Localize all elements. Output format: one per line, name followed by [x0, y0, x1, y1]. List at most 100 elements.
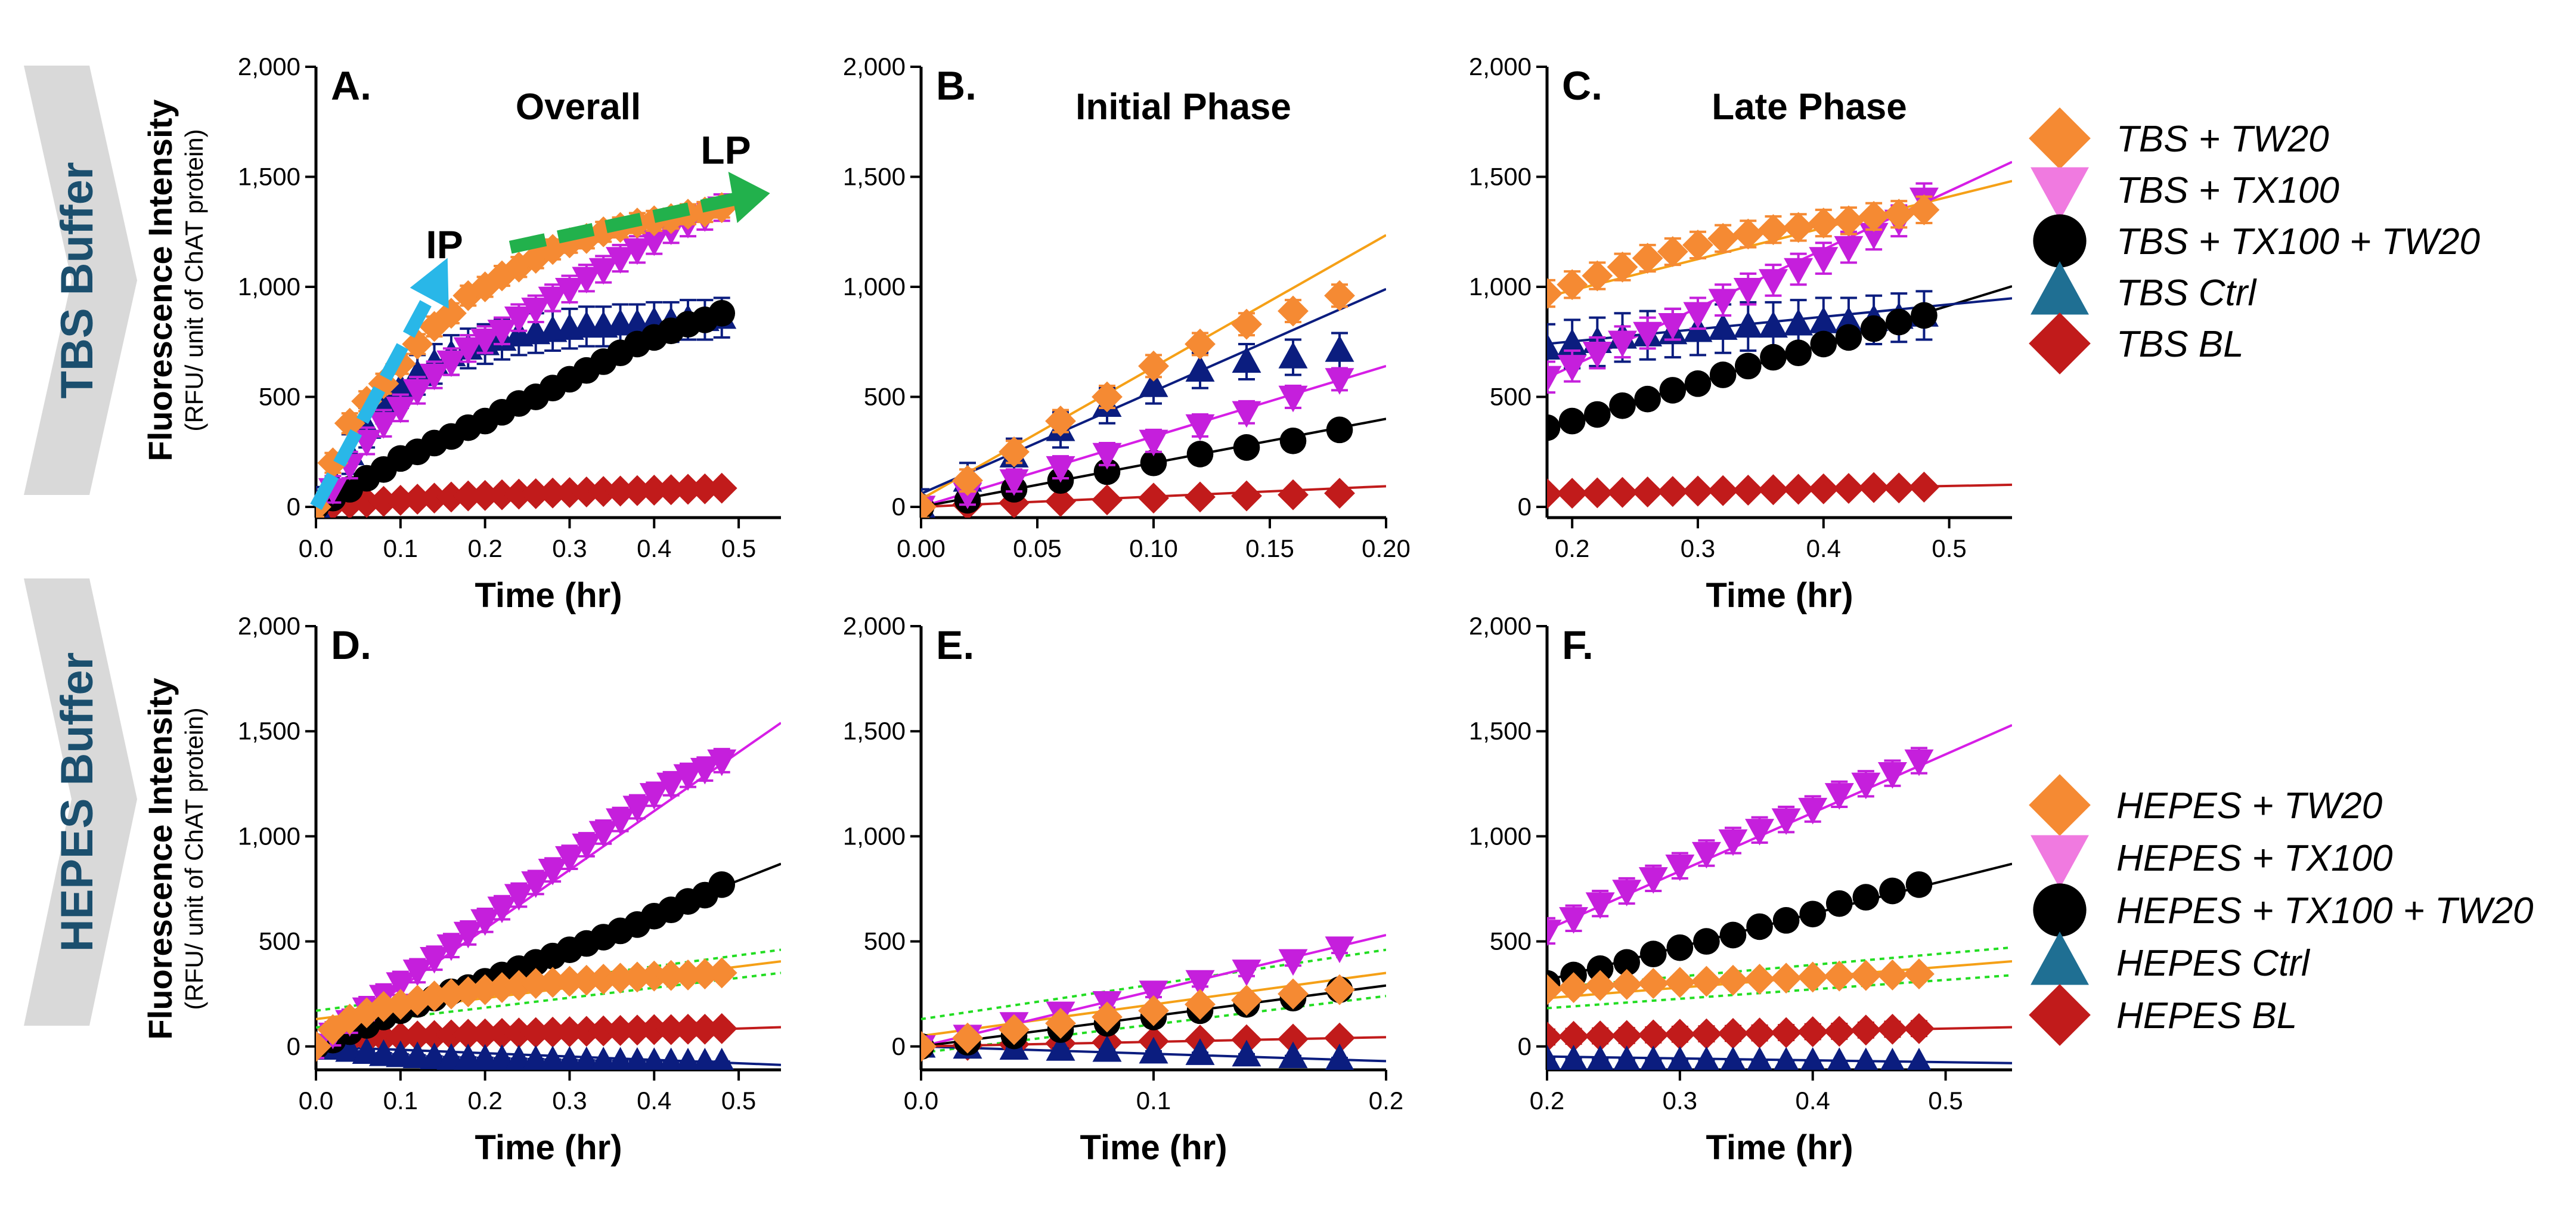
- legend-marker-circle: [2033, 214, 2087, 268]
- data-point-tx100_tw20: [1558, 407, 1586, 435]
- data-point-bl: [638, 475, 670, 506]
- x-tick-label: 0.2: [467, 1087, 502, 1115]
- y-tick-label: 0: [892, 493, 906, 521]
- data-point-tw20: [1771, 962, 1802, 994]
- data-point-ctrl: [607, 1047, 633, 1070]
- data-point-tw20: [537, 967, 569, 998]
- y-tick-label: 1,000: [843, 822, 906, 850]
- data-point-tx100_tw20: [1684, 370, 1712, 397]
- legend-entry: HEPES + TX100: [2031, 835, 2393, 889]
- data-point-ctrl: [522, 1045, 550, 1070]
- plot-area: [1547, 724, 2012, 1070]
- y-tick-label: 1,500: [843, 163, 906, 191]
- data-point-bl: [1278, 1023, 1309, 1055]
- data-point-bl: [486, 1017, 517, 1049]
- y-tick-label: 500: [259, 383, 300, 411]
- data-point-tw20: [1850, 960, 1881, 991]
- data-point-tx100: [436, 350, 466, 377]
- panel-letter: C.: [1562, 63, 1602, 109]
- data-point-bl: [571, 1016, 602, 1047]
- x-axis-title: Time (hr): [1706, 576, 1853, 615]
- data-point-ctrl: [1640, 1045, 1667, 1070]
- data-point-tx100_tw20: [1609, 392, 1636, 419]
- panel-letter: E.: [936, 623, 974, 668]
- data-point-bl: [537, 1016, 569, 1048]
- x-tick-label: 0.1: [383, 534, 418, 562]
- data-point-tx100: [554, 846, 584, 873]
- data-point-tw20: [1833, 205, 1864, 237]
- data-point-bl: [334, 488, 365, 518]
- data-point-tx100: [1278, 949, 1308, 976]
- data-point-tx100: [504, 306, 534, 333]
- phase-annotations: IP LP: [310, 128, 770, 510]
- x-tick-label: 0.15: [1245, 534, 1294, 562]
- data-point-tw20: [1278, 978, 1309, 1010]
- data-point-bl: [1908, 471, 1940, 503]
- data-point-tx100: [420, 947, 450, 974]
- data-point-bl: [452, 1019, 484, 1050]
- data-point-bl: [1858, 472, 1890, 503]
- y-tick-label: 2,000: [1469, 52, 1532, 81]
- x-tick-label: 0.3: [552, 534, 587, 562]
- data-point-bl: [1808, 473, 1839, 505]
- legend-label: TBS + TW20: [2116, 119, 2329, 160]
- data-point-tx100: [572, 833, 602, 861]
- data-point-ctrl: [1809, 307, 1839, 333]
- data-point-bl: [1582, 477, 1613, 509]
- data-point-tx100: [538, 286, 568, 314]
- data-point-ctrl: [1139, 1036, 1168, 1064]
- data-point-tx100_tw20: [1911, 302, 1938, 329]
- data-point-tx100: [639, 783, 669, 810]
- data-point-bl: [503, 478, 535, 510]
- data-point-tx100: [1809, 247, 1839, 274]
- y-tick-label: 1,500: [1469, 163, 1532, 191]
- x-axis-title: Time (hr): [475, 1128, 622, 1167]
- data-point-bl: [588, 476, 619, 507]
- data-point-tx100: [453, 921, 483, 949]
- legend-marker-triangle-up: [2031, 931, 2089, 985]
- data-point-tx100: [1557, 355, 1587, 382]
- data-point-tw20: [1045, 1008, 1076, 1039]
- x-tick-label: 0.5: [721, 1087, 756, 1115]
- data-point-tw20: [605, 962, 636, 994]
- data-point-ctrl: [1758, 311, 1788, 338]
- data-point-ctrl: [1547, 1044, 1561, 1070]
- data-point-tx100: [386, 972, 416, 999]
- data-point-bl: [1585, 1020, 1616, 1052]
- hepes-section-label: HEPES Buffer: [52, 652, 103, 952]
- data-point-tw20: [368, 991, 399, 1022]
- panel-d: 0 500 1,000 1,500 2,000 0.0 0.1 0.2 0.3 0.4 0.5 Tim…: [238, 612, 781, 1167]
- panel-letter: F.: [1562, 623, 1594, 668]
- data-point-tw20: [1092, 381, 1123, 413]
- data-point-tx100: [1139, 980, 1168, 1008]
- legend-entry: TBS + TX100 + TW20: [2033, 214, 2480, 268]
- legend-entry: HEPES + TW20: [2029, 774, 2382, 836]
- x-axis-title: Time (hr): [1080, 1128, 1227, 1167]
- ci-line: [921, 948, 1386, 1020]
- data-point-ctrl: [1325, 335, 1354, 362]
- legend-marker-circle: [2033, 883, 2087, 937]
- data-point-tx100: [622, 796, 652, 822]
- lp-label: LP: [700, 128, 751, 172]
- y-tick-label: 1,000: [238, 273, 300, 301]
- x-tick-label: 0.5: [1932, 534, 1966, 562]
- data-point-tw20: [1138, 995, 1169, 1026]
- data-point-bl: [1707, 475, 1739, 506]
- data-point-ctrl: [505, 1045, 533, 1070]
- data-point-tw20: [351, 997, 383, 1029]
- data-point-bl: [385, 485, 416, 516]
- data-point-tw20: [921, 491, 937, 518]
- data-point-tw20: [1632, 243, 1663, 274]
- data-point-ctrl: [1800, 1047, 1825, 1070]
- y-tick-label: 1,500: [843, 717, 906, 745]
- data-point-ctrl: [1586, 1045, 1614, 1070]
- data-point-tw20: [1324, 280, 1355, 311]
- data-point-bl: [1324, 1022, 1355, 1054]
- x-tick-label: 0.3: [1681, 534, 1715, 562]
- data-point-tx100_tw20: [1659, 377, 1687, 404]
- x-tick-label: 0.5: [721, 534, 756, 562]
- panel-b: 0 500 1,000 1,500 2,000 0.00 0.05 0.10 0.15 0.20 B…: [843, 52, 1411, 562]
- legend-marker-diamond: [2029, 107, 2091, 169]
- data-point-bl: [605, 1015, 636, 1046]
- data-point-ctrl: [1708, 313, 1738, 340]
